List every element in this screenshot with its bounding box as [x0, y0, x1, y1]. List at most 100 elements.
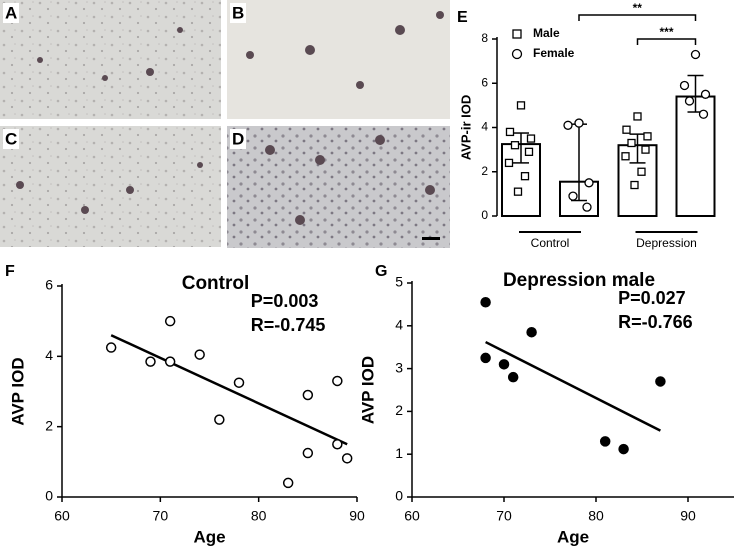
panel-label: B [232, 3, 244, 22]
point [643, 132, 652, 141]
y-axis-label: AVP IOD [8, 357, 27, 425]
y-tick-label: 4 [395, 317, 403, 333]
micrograph [0, 0, 221, 119]
point [498, 359, 510, 370]
panel-label: A [5, 3, 17, 22]
point [341, 453, 353, 464]
y-tick-label: 5 [395, 274, 403, 290]
point [599, 436, 611, 447]
y-axis-label: AVP-ir IOD [458, 95, 473, 161]
point [164, 315, 176, 327]
panel-label-bg [3, 129, 19, 149]
micrograph [227, 126, 450, 248]
point [568, 191, 578, 201]
x-tick-label: Control [531, 236, 570, 250]
point [637, 167, 646, 176]
panel-label: G [375, 263, 387, 280]
point [233, 377, 245, 388]
fit-line [110, 334, 348, 446]
point [526, 134, 536, 143]
x-tick-label: 60 [404, 508, 420, 524]
legend-label: Male [533, 26, 560, 40]
cells [16, 11, 444, 225]
stat-label: P=0.003 [251, 291, 319, 311]
stat-label: P=0.027 [618, 288, 686, 308]
x-tick-label: 70 [153, 508, 169, 524]
micrograph [0, 126, 221, 247]
legend-marker [511, 48, 523, 60]
panel-label: D [232, 129, 244, 148]
point [510, 141, 520, 150]
significance-label: ** [633, 1, 643, 15]
point [630, 180, 639, 190]
point [633, 112, 642, 121]
significance-label: *** [659, 25, 673, 39]
point [504, 158, 514, 168]
y-tick-label: 2 [395, 402, 403, 418]
y-tick-label: 2 [481, 164, 488, 178]
y-tick-label: 6 [45, 277, 53, 293]
y-tick-label: 0 [481, 208, 488, 222]
legend-label: Female [533, 46, 575, 60]
fit-line [485, 340, 661, 432]
point [524, 147, 534, 156]
scale-bar [422, 237, 440, 240]
y-tick-label: 4 [45, 347, 53, 363]
point [520, 172, 530, 181]
significance-bracket [578, 14, 697, 21]
panel-label: C [5, 129, 17, 148]
micrographs [0, 0, 450, 248]
stat-label: R=-0.766 [618, 312, 693, 332]
x-tick-label: Depression [636, 236, 697, 250]
point [302, 389, 314, 401]
point [622, 125, 631, 134]
point [194, 349, 205, 360]
point [584, 178, 594, 188]
panel-label-bg [230, 3, 246, 23]
point [105, 342, 117, 353]
point [507, 371, 519, 383]
point [164, 356, 176, 367]
panel-label: F [5, 263, 15, 280]
y-tick-label: 8 [481, 31, 488, 45]
point [505, 127, 515, 137]
point [214, 414, 225, 425]
bar [675, 95, 716, 217]
y-tick-label: 6 [481, 75, 488, 89]
y-axis-label: AVP IOD [358, 356, 377, 424]
x-tick-label: 80 [251, 508, 267, 524]
y-tick-label: 1 [395, 445, 403, 461]
point [690, 49, 701, 60]
point [302, 447, 314, 459]
point [627, 138, 636, 148]
x-axis-label: Age [557, 527, 589, 546]
point [618, 443, 629, 455]
y-tick-label: 4 [481, 120, 488, 134]
x-tick-label: 90 [680, 508, 696, 524]
point [480, 352, 491, 364]
point [332, 375, 343, 387]
point [698, 109, 709, 119]
point [582, 202, 592, 212]
point [513, 187, 523, 196]
panel-label-bg [3, 3, 19, 23]
significance-bracket [636, 38, 697, 45]
stat-label: R=-0.745 [251, 315, 326, 335]
chart-title: Control [182, 273, 250, 294]
x-tick-label: 90 [349, 508, 365, 524]
point [332, 439, 343, 450]
panel-label: E [457, 9, 468, 26]
point [621, 152, 630, 161]
y-tick-label: 0 [45, 488, 53, 504]
chart-title: Depression male [503, 270, 655, 291]
micrograph [227, 0, 450, 119]
point [516, 101, 526, 110]
point [563, 120, 573, 130]
x-tick-label: 70 [496, 508, 512, 524]
y-tick-label: 2 [45, 417, 53, 433]
point [679, 80, 690, 91]
point [480, 297, 491, 308]
point [574, 118, 584, 128]
x-tick-label: 60 [54, 508, 70, 524]
